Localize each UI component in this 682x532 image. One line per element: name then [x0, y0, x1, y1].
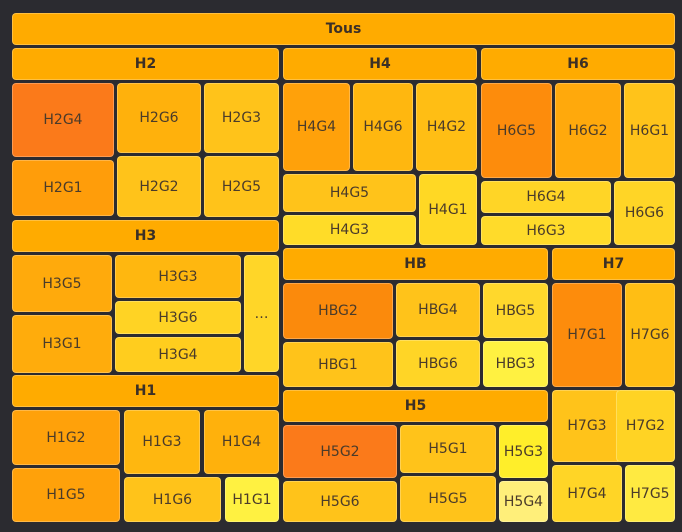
treemap-cell-h6g2[interactable]: H6G2	[555, 83, 621, 178]
treemap-cell-h3-more[interactable]: …	[244, 255, 279, 372]
treemap-cell-hbg1[interactable]: HBG1	[283, 342, 393, 387]
treemap-cell-h1g1[interactable]: H1G1	[225, 477, 279, 522]
treemap-cell-h5g6[interactable]: H5G6	[283, 481, 397, 522]
treemap-cell-h7g2[interactable]: H7G2	[616, 390, 675, 462]
treemap-cell-h5g2[interactable]: H5G2	[283, 425, 397, 478]
treemap-cell-h1g2[interactable]: H1G2	[12, 410, 120, 465]
treemap-cell-h2g6[interactable]: H2G6	[117, 83, 201, 153]
treemap-cell-h2g4[interactable]: H2G4	[12, 83, 114, 157]
treemap-group-header-h1[interactable]: H1	[12, 375, 279, 407]
treemap-cell-h4g3[interactable]: H4G3	[283, 215, 416, 245]
treemap-group-header-h2[interactable]: H2	[12, 48, 279, 80]
treemap-cell-h6g6[interactable]: H6G6	[614, 181, 675, 245]
treemap-cell-hbg4[interactable]: HBG4	[396, 283, 480, 337]
treemap-cell-h5g5[interactable]: H5G5	[400, 476, 496, 522]
treemap-cell-h7g6[interactable]: H7G6	[625, 283, 675, 387]
treemap-cell-h2g5[interactable]: H2G5	[204, 156, 279, 217]
treemap-cell-h7g3[interactable]: H7G3	[552, 390, 622, 462]
treemap-cell-h3g5[interactable]: H3G5	[12, 255, 112, 312]
treemap-cell-hbg3[interactable]: HBG3	[483, 341, 548, 387]
treemap-group-header-h4[interactable]: H4	[283, 48, 477, 80]
treemap-cell-h1g4[interactable]: H1G4	[204, 410, 279, 474]
treemap-cell-h4g5[interactable]: H4G5	[283, 174, 416, 212]
treemap-cell-h2g1[interactable]: H2G1	[12, 160, 114, 216]
treemap-group-header-h5[interactable]: H5	[283, 390, 548, 422]
treemap-cell-h6g1[interactable]: H6G1	[624, 83, 675, 178]
treemap-cell-h6g5[interactable]: H6G5	[481, 83, 552, 178]
treemap-cell-h5g3[interactable]: H5G3	[499, 425, 548, 478]
treemap-cell-h4g2[interactable]: H4G2	[416, 83, 477, 171]
treemap-cell-h5g1[interactable]: H5G1	[400, 425, 496, 473]
treemap-cell-h6g3[interactable]: H6G3	[481, 216, 611, 245]
treemap-cell-h1g3[interactable]: H1G3	[124, 410, 200, 474]
treemap-cell-h1g6[interactable]: H1G6	[124, 477, 221, 522]
treemap-cell-h7g1[interactable]: H7G1	[552, 283, 622, 387]
treemap-cell-hbg5[interactable]: HBG5	[483, 283, 548, 338]
treemap-cell-hbg2[interactable]: HBG2	[283, 283, 393, 339]
treemap-cell-h3g3[interactable]: H3G3	[115, 255, 241, 298]
treemap-group-header-h3[interactable]: H3	[12, 220, 279, 252]
treemap-cell-h3g6[interactable]: H3G6	[115, 301, 241, 334]
treemap-group-header-h6[interactable]: H6	[481, 48, 675, 80]
treemap-cell-h3g4[interactable]: H3G4	[115, 337, 241, 372]
treemap-cell-h5g4[interactable]: H5G4	[499, 481, 548, 522]
treemap-group-header-h7[interactable]: H7	[552, 248, 675, 280]
treemap-cell-hbg6[interactable]: HBG6	[396, 340, 480, 387]
treemap-cell-h4g4[interactable]: H4G4	[283, 83, 350, 171]
treemap-cell-h4g6[interactable]: H4G6	[353, 83, 413, 171]
treemap-root-header[interactable]: Tous	[12, 13, 675, 45]
treemap-cell-h7g5[interactable]: H7G5	[625, 465, 675, 522]
treemap-group-header-hb[interactable]: HB	[283, 248, 548, 280]
treemap-cell-h6g4[interactable]: H6G4	[481, 181, 611, 213]
treemap-cell-h4g1[interactable]: H4G1	[419, 174, 477, 245]
treemap-cell-h2g3[interactable]: H2G3	[204, 83, 279, 153]
treemap-cell-h7g4[interactable]: H7G4	[552, 465, 622, 522]
treemap-cell-h1g5[interactable]: H1G5	[12, 468, 120, 522]
treemap-cell-h2g2[interactable]: H2G2	[117, 156, 201, 217]
treemap-cell-h3g1[interactable]: H3G1	[12, 315, 112, 373]
